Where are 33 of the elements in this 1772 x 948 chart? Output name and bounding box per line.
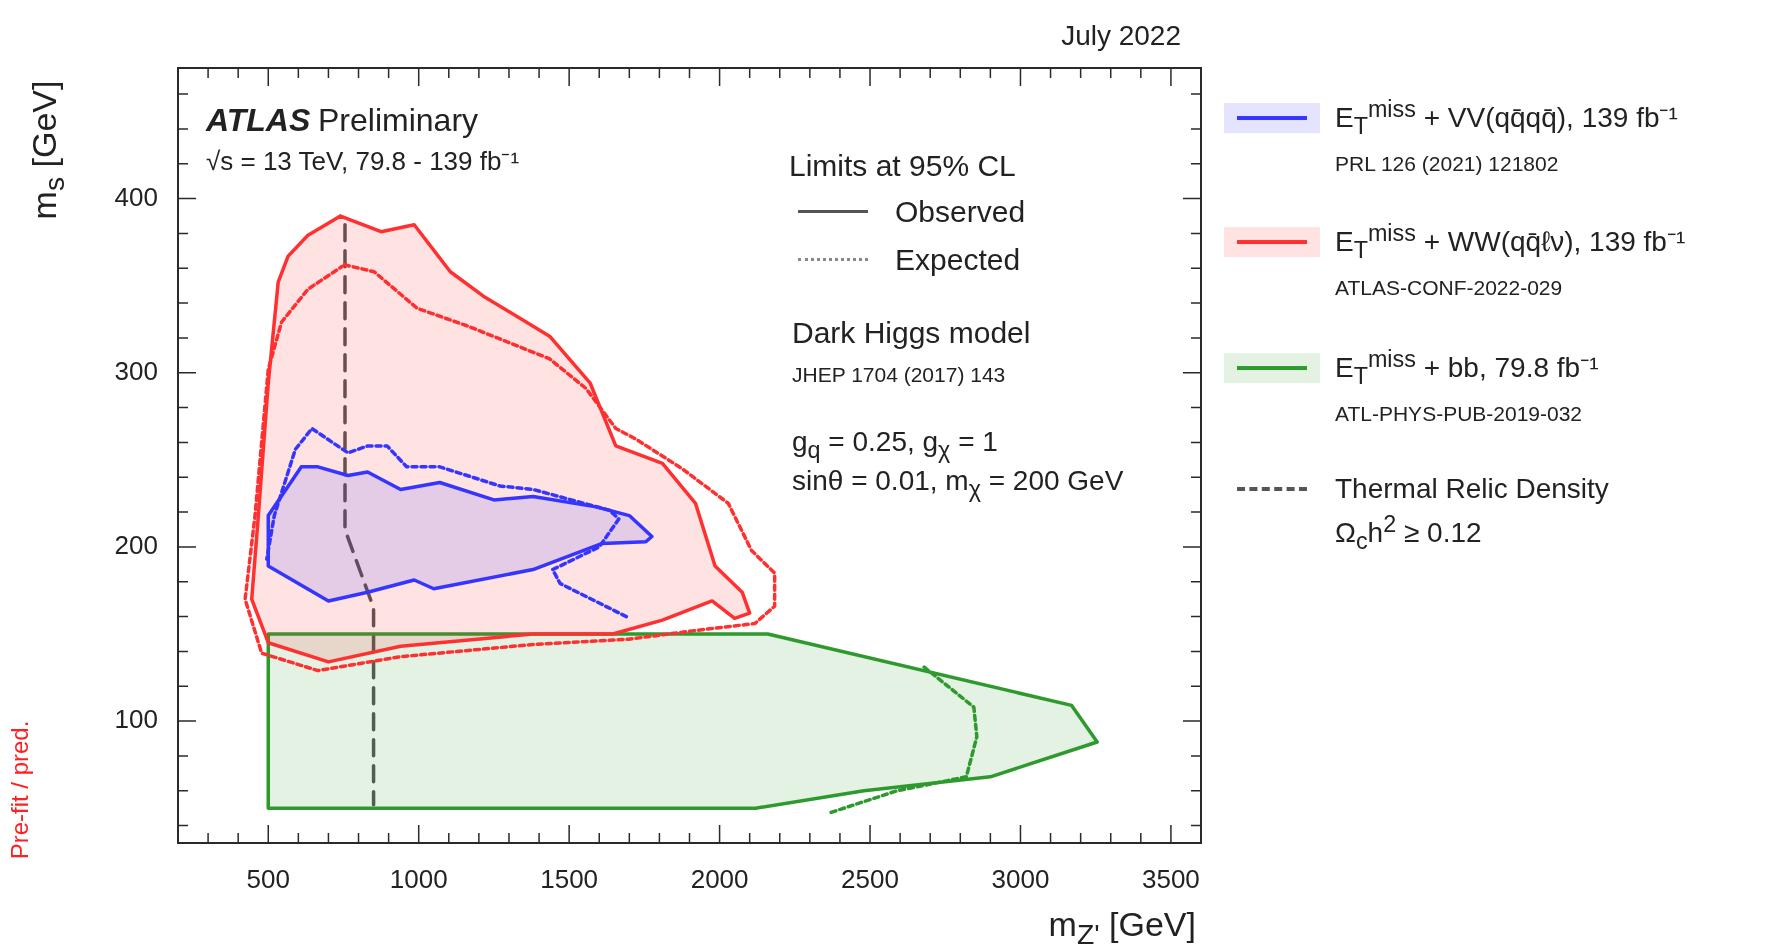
legend-label: Thermal Relic Density xyxy=(1335,473,1609,505)
y-tick-label: 400 xyxy=(114,181,158,212)
annotation: ATLAS xyxy=(206,101,311,139)
annotation: Preliminary xyxy=(318,101,479,139)
text: ATL-PHYS-PUB-2019-032 xyxy=(1335,402,1583,426)
annotation: Observed xyxy=(895,195,1026,229)
y-tick-label: 100 xyxy=(114,704,158,735)
annotation: sinθ = 0.01, m$_{χ}$ = 200 GeV xyxy=(792,465,1124,503)
x-tick-label: 500 xyxy=(246,863,290,894)
y-tick-label: 200 xyxy=(114,530,158,561)
x-tick-label: 1500 xyxy=(540,863,599,894)
text: PRL 126 (2021) 121802 xyxy=(1335,152,1559,176)
x-tick-label: 2500 xyxy=(841,863,899,894)
text: Pre-fit / pred. xyxy=(6,720,34,860)
annotation: g$_{q}$ = 0.25, g$_{χ}$ = 1 xyxy=(792,426,998,464)
x-axis-title: m$_{Z'}$ [GeV] xyxy=(1048,905,1196,948)
annotation: √s = 13 TeV, 79.8 - 139 fb⁻¹ xyxy=(206,145,520,178)
annotation: Dark Higgs model xyxy=(792,316,1031,350)
x-tick-label: 1000 xyxy=(389,863,448,894)
annotation: Expected xyxy=(895,243,1021,277)
x-tick-label: 3500 xyxy=(1141,863,1200,894)
annotation: JHEP 1704 (2017) 143 xyxy=(792,363,1006,387)
text: ATLAS-CONF-2022-029 xyxy=(1335,276,1563,300)
x-tick-label: 3000 xyxy=(991,863,1050,894)
legend-label: E$_{T}$$^{miss}$ + WW(qq̄ℓν), 139 fb⁻¹ xyxy=(1335,220,1686,264)
annotation: Limits at 95% CL xyxy=(789,149,1016,183)
legend-label: E$_{T}$$^{miss}$ + bb, 79.8 fb⁻¹ xyxy=(1335,346,1599,390)
x-tick-label: 2000 xyxy=(690,863,749,894)
legend-label: E$_{T}$$^{miss}$ + VV(qq̄qq̄), 139 fb⁻¹ xyxy=(1335,96,1678,140)
y-tick-label: 300 xyxy=(114,355,158,386)
text: Ω$_{c}$h$^{2}$ ≥ 0.12 xyxy=(1335,511,1482,555)
chart-title: July 2022 xyxy=(1061,20,1181,52)
line-series xyxy=(343,222,376,807)
